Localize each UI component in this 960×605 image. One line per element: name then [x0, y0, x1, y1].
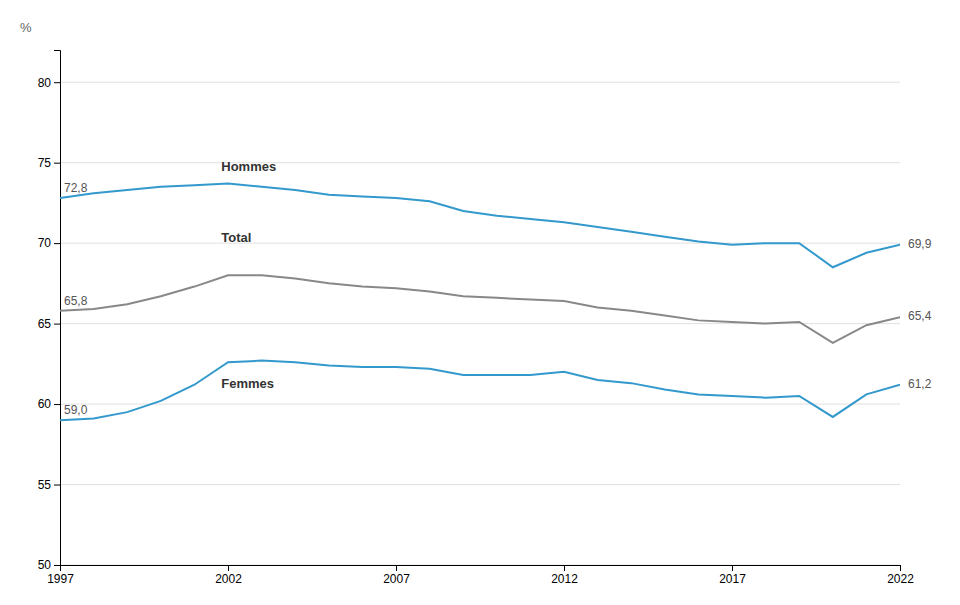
tick: 60 — [38, 397, 60, 411]
value-label: 69,9 — [908, 237, 932, 251]
tick-label: 2012 — [551, 572, 578, 586]
tick-mark — [54, 485, 60, 486]
tick-mark — [54, 243, 60, 244]
tick-mark — [54, 404, 60, 405]
series-label: Total — [221, 230, 251, 245]
tick: 2012 — [551, 565, 578, 586]
value-label: 72,8 — [64, 181, 88, 195]
series-label: Hommes — [221, 159, 276, 174]
tick: 55 — [38, 478, 60, 492]
series-line — [60, 184, 900, 268]
tick: 2007 — [383, 565, 410, 586]
tick-mark — [54, 565, 60, 566]
tick-label: 65 — [38, 317, 52, 331]
axis-line — [54, 51, 61, 566]
tick: 70 — [38, 236, 60, 250]
grid-line — [60, 484, 900, 485]
tick-mark — [396, 565, 397, 571]
tick-label: 2022 — [887, 572, 914, 586]
tick-label: 75 — [38, 156, 52, 170]
tick-label: 70 — [38, 236, 52, 250]
value-label: 61,2 — [908, 377, 932, 391]
tick-mark — [54, 82, 60, 83]
tick-label: 2017 — [719, 572, 746, 586]
tick-mark — [732, 565, 733, 571]
tick: 2017 — [719, 565, 746, 586]
lines — [60, 184, 900, 421]
grid-line — [60, 82, 900, 83]
tick-mark — [54, 324, 60, 325]
grid-line — [60, 162, 900, 163]
tick-label: 2002 — [215, 572, 242, 586]
axis-line — [61, 566, 901, 572]
annotations: Hommes Total Femmes — [221, 159, 276, 391]
tick-mark — [228, 565, 229, 571]
tick-mark — [900, 565, 901, 571]
grid — [60, 82, 900, 565]
plot: 1997 2002 2007 2012 2017 2022 50 55 60 65 70 75 80 72… — [38, 51, 932, 586]
tick-label: 80 — [38, 76, 52, 90]
tick-label: 55 — [38, 478, 52, 492]
tick: 75 — [38, 156, 60, 170]
tick-mark — [54, 163, 60, 164]
tick-mark — [564, 565, 565, 571]
tick: 1997 — [47, 565, 74, 586]
value-label: 65,8 — [64, 294, 88, 308]
series-label: Femmes — [221, 376, 274, 391]
tick-label: 1997 — [47, 572, 74, 586]
tick-label: 50 — [38, 558, 52, 572]
series-line — [60, 361, 900, 421]
tick: 65 — [38, 317, 60, 331]
y-label: % — [20, 20, 32, 35]
tick: 2022 — [887, 565, 914, 586]
tick-label: 2007 — [383, 572, 410, 586]
tick: 2002 — [215, 565, 242, 586]
y-axis: 50 55 60 65 70 75 80 — [38, 51, 61, 573]
grid-line — [60, 404, 900, 405]
tick: 80 — [38, 76, 60, 90]
value-label: 65,4 — [908, 309, 932, 323]
x-axis: 1997 2002 2007 2012 2017 2022 — [47, 565, 914, 586]
series-line — [60, 275, 900, 343]
value-labels: 72,8 69,9 65,8 65,4 59,0 61,2 — [64, 181, 932, 417]
value-label: 59,0 — [64, 403, 88, 417]
tick: 50 — [38, 558, 60, 572]
tick-label: 60 — [38, 397, 52, 411]
chart: 1997 2002 2007 2012 2017 2022 50 55 60 65 70 75 80 72… — [0, 0, 960, 605]
